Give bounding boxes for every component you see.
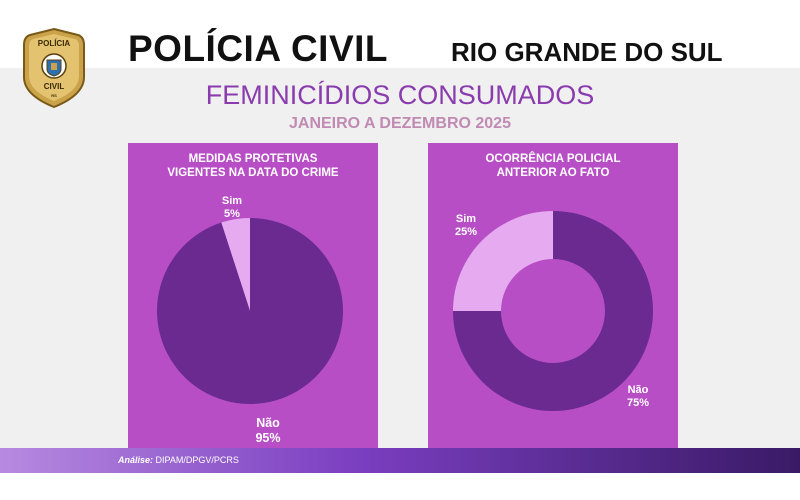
data-label: 25% <box>454 226 478 238</box>
footer-source-value: DIPAM/DPGV/PCRS <box>155 455 239 465</box>
data-label: 5% <box>224 208 240 220</box>
slice-nao <box>453 211 653 411</box>
category-label: Não <box>627 384 649 396</box>
category-label: Não <box>256 416 280 430</box>
page-title: POLÍCIA CIVIL <box>128 28 389 69</box>
badge-top-text: POLÍCIA <box>38 39 71 48</box>
data-label: 75% <box>626 397 650 409</box>
state-title: RIO GRANDE DO SUL <box>451 37 723 67</box>
footer-source: Análise: DIPAM/DPGV/PCRS <box>118 455 239 465</box>
slice-nao <box>157 218 343 404</box>
footer-label: Análise: <box>118 455 154 465</box>
slice-label-nao: Não 75% <box>608 384 668 410</box>
slice-label-sim: Sim 25% <box>438 213 494 239</box>
badge-bottom-text: CIVIL <box>44 82 65 91</box>
slice-sim <box>453 211 553 311</box>
police-badge-logo: POLÍCIA CIVIL RS <box>23 27 85 109</box>
slice-label-sim: Sim 5% <box>202 195 262 221</box>
chart-subtitle: FEMINICÍDIOS CONSUMADOS <box>205 80 595 110</box>
period-label: JANEIRO A DEZEMBRO 2025 <box>289 115 511 132</box>
pie-chart-protective-measures <box>157 218 343 404</box>
panel-protective-measures: MEDIDAS PROTETIVAS VIGENTES NA DATA DO C… <box>128 143 378 448</box>
chart-title: OCORRÊNCIA POLICIAL ANTERIOR AO FATO <box>485 153 621 179</box>
footer-bar: Análise: DIPAM/DPGV/PCRS <box>0 448 800 473</box>
chart-title: MEDIDAS PROTETIVAS VIGENTES NA DATA DO C… <box>167 153 339 179</box>
category-label: Sim <box>221 195 243 207</box>
panel-prior-police-report: OCORRÊNCIA POLICIAL ANTERIOR AO FATO Sim… <box>428 143 678 448</box>
slice-label-nao: Não 95% <box>238 416 298 446</box>
slice-sim <box>221 218 250 311</box>
donut-chart-prior-police-report <box>453 211 653 411</box>
header-band <box>0 0 800 68</box>
badge-state-text: RS <box>51 93 57 98</box>
data-label: 95% <box>255 431 281 445</box>
category-label: Sim <box>455 213 477 225</box>
